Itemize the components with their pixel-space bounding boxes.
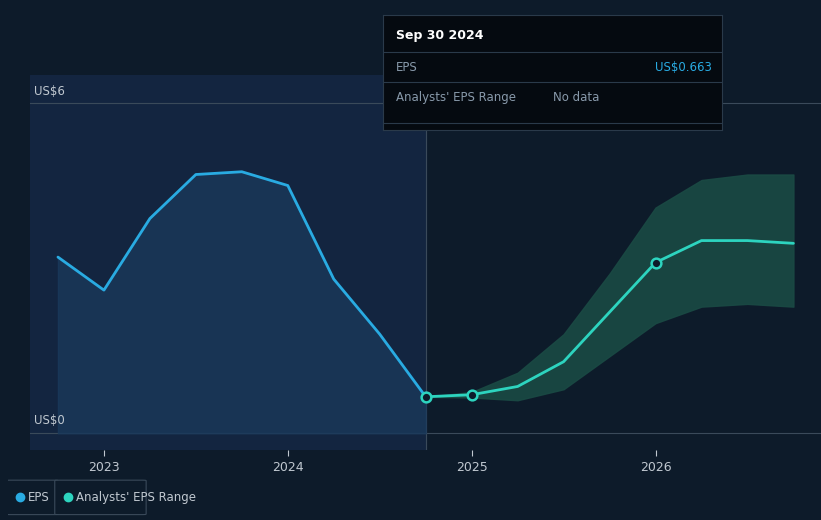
Text: US$6: US$6 <box>34 85 65 98</box>
Text: US$0: US$0 <box>34 414 65 427</box>
FancyBboxPatch shape <box>55 480 146 515</box>
Text: Analysts' EPS Range: Analysts' EPS Range <box>76 491 196 504</box>
Text: EPS: EPS <box>28 491 50 504</box>
Bar <box>30 75 425 450</box>
Text: No data: No data <box>553 91 599 104</box>
Text: Analysts Forecasts: Analysts Forecasts <box>429 79 539 92</box>
Text: Analysts' EPS Range: Analysts' EPS Range <box>397 91 516 104</box>
FancyBboxPatch shape <box>7 480 58 515</box>
Text: Sep 30 2024: Sep 30 2024 <box>397 29 484 42</box>
Text: Actual: Actual <box>385 79 422 92</box>
Text: US$0.663: US$0.663 <box>655 61 713 74</box>
Text: EPS: EPS <box>397 61 418 74</box>
